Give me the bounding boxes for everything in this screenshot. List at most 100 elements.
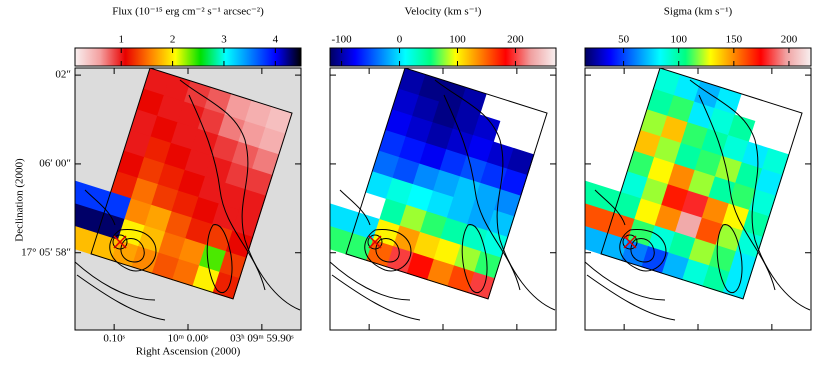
y-tick-label: 17° 05′ 58″ xyxy=(21,246,71,258)
map-pixel xyxy=(640,109,668,138)
map-pixel xyxy=(439,149,467,177)
map-pixel xyxy=(694,149,722,177)
map-pixel xyxy=(621,239,649,268)
nucleus-marker xyxy=(368,235,382,249)
map-pixel xyxy=(123,129,152,158)
map-pixel xyxy=(480,230,509,259)
map-pixel xyxy=(131,246,159,274)
map-pixel xyxy=(653,68,681,96)
map-pixel xyxy=(378,129,407,158)
map-pixel xyxy=(217,114,246,143)
map-pixel xyxy=(412,163,441,192)
map-pixel xyxy=(432,169,461,198)
map-pixel xyxy=(143,68,171,96)
colorbar-tick-label: 4 xyxy=(273,34,279,46)
map-pixel xyxy=(164,142,192,171)
map-pixel xyxy=(413,231,441,260)
map-pixel xyxy=(231,141,260,170)
map-pixel xyxy=(406,184,434,212)
contours xyxy=(330,79,556,321)
map-pixel xyxy=(406,252,435,281)
map-pixel xyxy=(157,163,186,192)
map-pixel xyxy=(75,221,119,261)
map-pixel xyxy=(110,171,139,199)
map-pixel xyxy=(385,109,413,138)
map-pixel xyxy=(184,149,212,177)
contour xyxy=(206,224,233,293)
y-tick-label: 06′ 00″ xyxy=(39,157,71,169)
map-pixel xyxy=(130,177,159,206)
map-pixel xyxy=(687,101,715,130)
colorbar-tick-label: 3 xyxy=(221,34,227,46)
map-pixel xyxy=(460,224,488,252)
map-pixel xyxy=(667,163,696,192)
map-pixel xyxy=(473,182,502,211)
map-pixel xyxy=(117,150,145,179)
map-pixel xyxy=(474,251,502,279)
map-pixel xyxy=(191,128,219,157)
map-pixel xyxy=(755,168,783,197)
map-pixel xyxy=(667,95,695,123)
map xyxy=(75,68,293,300)
colorbar-tick-label: 100 xyxy=(449,34,466,46)
map-pixel xyxy=(218,182,247,211)
map-pixel xyxy=(392,157,420,185)
map-pixel xyxy=(452,107,481,136)
contour xyxy=(188,94,266,291)
map-pixel xyxy=(440,217,468,246)
map-pixel xyxy=(585,200,635,241)
map-pixel xyxy=(130,109,158,138)
map-pixel xyxy=(707,107,736,136)
contour xyxy=(698,94,776,291)
contour xyxy=(461,224,488,293)
map-pixel xyxy=(748,189,777,217)
map-area xyxy=(585,68,811,321)
map-pixel xyxy=(715,224,743,252)
map-pixel xyxy=(398,136,427,165)
map-area xyxy=(330,68,556,321)
panel: -100 0 100 200 Velocity (km s⁻¹) xyxy=(329,6,557,331)
map-pixel xyxy=(447,265,475,294)
map-pixel xyxy=(150,115,178,144)
map-pixel xyxy=(198,244,227,273)
map-pixel xyxy=(164,211,193,239)
x-tick-label: 0.10ˢ xyxy=(103,333,125,345)
nucleus-marker xyxy=(113,235,127,249)
colorbar-tick-label: 200 xyxy=(781,34,798,46)
map-pixel xyxy=(412,95,440,123)
nucleus-marker xyxy=(622,234,638,250)
map-pixel xyxy=(682,258,710,287)
map-pixel xyxy=(170,122,199,150)
map-pixel xyxy=(661,184,689,212)
contour xyxy=(179,79,301,311)
map-pixel xyxy=(506,147,535,176)
map-pixel xyxy=(426,190,454,219)
x-tick-label: 10ᵐ 0.00ˢ xyxy=(168,333,209,345)
map-pixel xyxy=(627,150,655,179)
map-pixel xyxy=(741,141,770,170)
map-pixel xyxy=(163,74,192,103)
map-pixel xyxy=(673,74,702,103)
map-pixel xyxy=(633,129,662,158)
map-pixel xyxy=(446,128,474,157)
map-pixel xyxy=(251,147,280,176)
map-pixel xyxy=(661,252,690,281)
y-axis-label: Declination (2000) xyxy=(14,158,26,242)
map-pixel xyxy=(433,238,462,267)
contour xyxy=(75,189,166,321)
map-pixel xyxy=(427,258,455,287)
map-pixel xyxy=(197,107,226,136)
map-pixel xyxy=(432,101,460,130)
map-pixel xyxy=(674,211,703,239)
map-pixel xyxy=(372,150,400,179)
map-pixel xyxy=(178,238,207,267)
map-pixel xyxy=(714,87,742,116)
contour xyxy=(375,238,400,263)
map-pixel xyxy=(634,198,662,227)
contour xyxy=(443,94,521,291)
field-of-view xyxy=(345,68,548,300)
map-pixel xyxy=(265,106,293,135)
map-pixel xyxy=(687,169,716,198)
map-pixel xyxy=(365,171,394,199)
